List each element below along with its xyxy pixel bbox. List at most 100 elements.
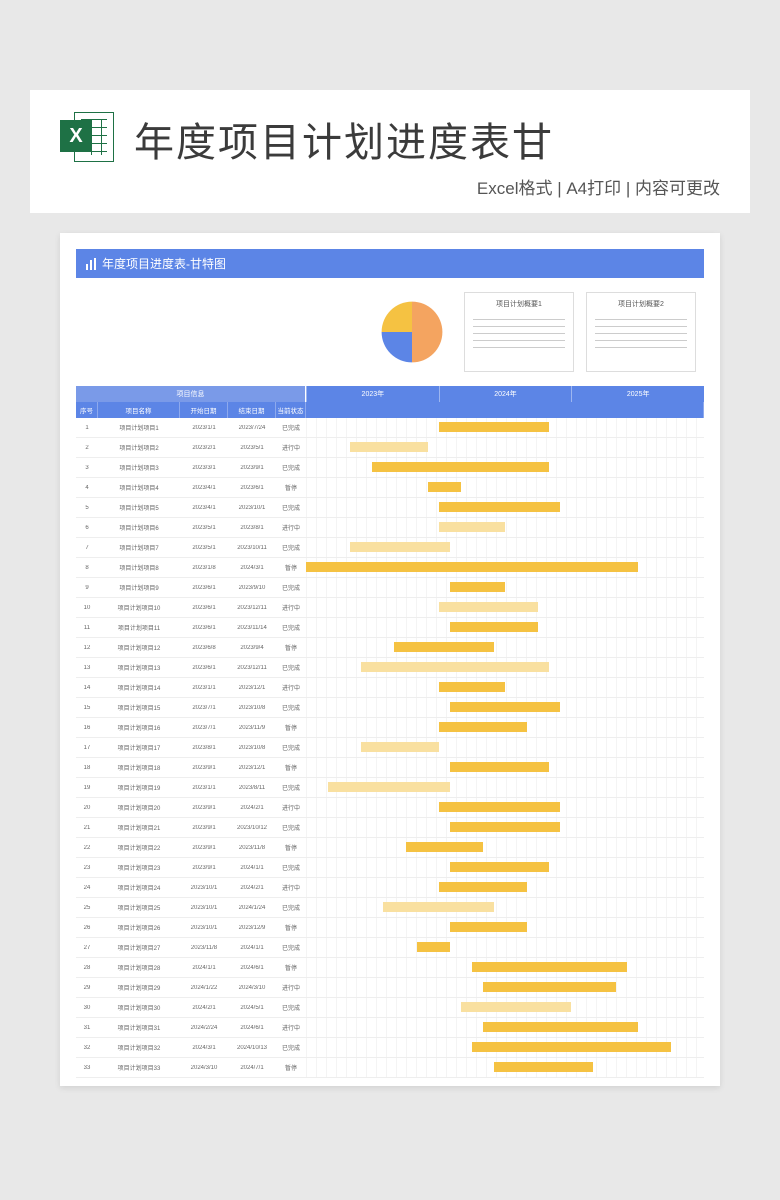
cell-end: 2023/11/9: [228, 725, 276, 731]
cell-gantt: [306, 598, 704, 617]
cell-start: 2023/1/1: [180, 785, 228, 791]
cell-idx: 3: [76, 465, 98, 471]
cell-gantt: [306, 858, 704, 877]
gantt-bar: [406, 842, 483, 852]
cell-end: 2023/12/1: [228, 685, 276, 691]
cell-gantt: [306, 978, 704, 997]
gantt-row: 3项目计划项目32023/3/12023/9/1已完成: [76, 458, 704, 478]
cell-status: 已完成: [276, 463, 306, 472]
cell-status: 已完成: [276, 743, 306, 752]
cell-start: 2023/4/1: [180, 485, 228, 491]
cell-end: 2023/9/4: [228, 645, 276, 651]
th-gantt: [306, 402, 704, 418]
gantt-bar: [383, 902, 494, 912]
gantt-row: 26项目计划项目262023/10/12023/12/9暂停: [76, 918, 704, 938]
gantt-rows: 1项目计划项目12023/1/12023/7/24已完成2项目计划项目22023…: [76, 418, 704, 1078]
cell-name: 项目计划项目15: [98, 703, 180, 712]
gantt-bar: [439, 502, 561, 512]
cell-idx: 14: [76, 685, 98, 691]
cell-status: 暂停: [276, 563, 306, 572]
cell-idx: 20: [76, 805, 98, 811]
cell-idx: 17: [76, 745, 98, 751]
cell-status: 暂停: [276, 923, 306, 932]
gantt-bar: [439, 682, 505, 692]
cell-status: 进行中: [276, 443, 306, 452]
gantt-bar: [439, 882, 527, 892]
cell-idx: 21: [76, 825, 98, 831]
cell-name: 项目计划项目14: [98, 683, 180, 692]
cell-gantt: [306, 1018, 704, 1037]
template-title: 年度项目计划进度表甘: [134, 110, 720, 168]
gantt-row: 23项目计划项目232023/9/12024/1/1已完成: [76, 858, 704, 878]
template-header: X 年度项目计划进度表甘 Excel格式 | A4打印 | 内容可更改: [30, 90, 750, 213]
cell-idx: 8: [76, 565, 98, 571]
cell-end: 2024/10/13: [228, 1045, 276, 1051]
cell-end: 2024/1/1: [228, 945, 276, 951]
cell-status: 暂停: [276, 763, 306, 772]
cell-name: 项目计划项目10: [98, 603, 180, 612]
cell-start: 2023/7/1: [180, 725, 228, 731]
cell-gantt: [306, 618, 704, 637]
cell-start: 2023/10/1: [180, 925, 228, 931]
cell-idx: 15: [76, 705, 98, 711]
gantt-bar: [439, 522, 505, 532]
cell-start: 2024/3/1: [180, 1045, 228, 1051]
gantt-bar: [350, 442, 427, 452]
card-title: 项目计划概要1: [473, 299, 565, 309]
gantt-bar: [472, 962, 627, 972]
cell-idx: 12: [76, 645, 98, 651]
cell-name: 项目计划项目25: [98, 903, 180, 912]
cell-end: 2024/1/1: [228, 865, 276, 871]
gantt-bar: [461, 1002, 572, 1012]
th-group-info: 项目信息: [76, 386, 306, 402]
cell-gantt: [306, 938, 704, 957]
cell-idx: 13: [76, 665, 98, 671]
cell-end: 2023/7/24: [228, 425, 276, 431]
cell-start: 2023/1/1: [180, 425, 228, 431]
cell-name: 项目计划项目31: [98, 1023, 180, 1032]
cell-status: 暂停: [276, 723, 306, 732]
cell-status: 暂停: [276, 843, 306, 852]
cell-start: 2023/6/1: [180, 605, 228, 611]
gantt-bar: [439, 422, 550, 432]
cell-idx: 28: [76, 965, 98, 971]
gantt-bar: [328, 782, 450, 792]
gantt-row: 4项目计划项目42023/4/12023/6/1暂停: [76, 478, 704, 498]
th-year: 2025年: [571, 386, 704, 402]
pie-slice: [382, 332, 412, 362]
cell-gantt: [306, 698, 704, 717]
gantt-bar: [372, 462, 549, 472]
gantt-row: 16项目计划项目162023/7/12023/11/9暂停: [76, 718, 704, 738]
cell-start: 2023/1/8: [180, 565, 228, 571]
cell-idx: 9: [76, 585, 98, 591]
cell-idx: 26: [76, 925, 98, 931]
gantt-bar: [472, 1042, 671, 1052]
cell-gantt: [306, 558, 704, 577]
cell-name: 项目计划项目26: [98, 923, 180, 932]
gantt-row: 8项目计划项目82023/1/82024/3/1暂停: [76, 558, 704, 578]
cell-end: 2024/2/1: [228, 885, 276, 891]
cell-name: 项目计划项目27: [98, 943, 180, 952]
bars-icon: [86, 258, 96, 270]
gantt-row: 22项目计划项目222023/9/12023/11/8暂停: [76, 838, 704, 858]
cell-gantt: [306, 1058, 704, 1077]
cell-name: 项目计划项目3: [98, 463, 180, 472]
cell-name: 项目计划项目23: [98, 863, 180, 872]
cell-idx: 22: [76, 845, 98, 851]
cell-idx: 7: [76, 545, 98, 551]
th-year: 2024年: [439, 386, 572, 402]
cell-start: 2024/2/24: [180, 1025, 228, 1031]
cell-status: 暂停: [276, 643, 306, 652]
gantt-bar: [494, 1062, 594, 1072]
cell-start: 2023/3/1: [180, 465, 228, 471]
cell-gantt: [306, 778, 704, 797]
cell-end: 2024/5/1: [228, 1005, 276, 1011]
cell-idx: 2: [76, 445, 98, 451]
cell-gantt: [306, 838, 704, 857]
cell-idx: 25: [76, 905, 98, 911]
pie-chart: [372, 292, 452, 372]
cell-status: 进行中: [276, 683, 306, 692]
cell-gantt: [306, 718, 704, 737]
cell-end: 2023/8/11: [228, 785, 276, 791]
cell-end: 2023/10/8: [228, 705, 276, 711]
